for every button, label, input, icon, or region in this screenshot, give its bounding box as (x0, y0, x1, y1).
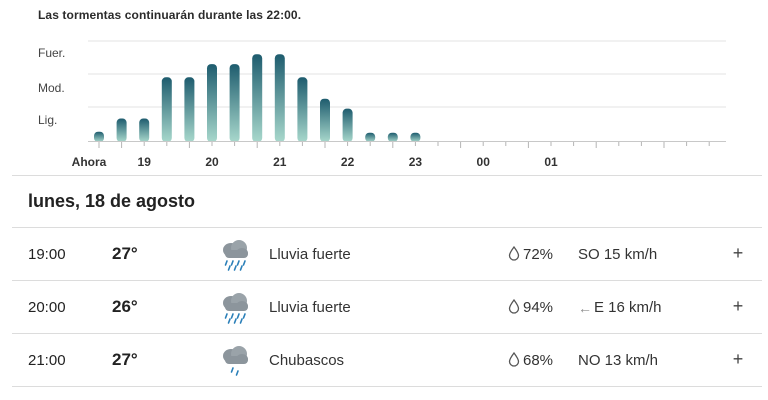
intensity-label: Lig. (38, 113, 57, 127)
wind-direction-arrow-icon: ← (578, 300, 592, 316)
precipitation-probability: 68% (523, 352, 554, 369)
precip-bar (161, 77, 172, 142)
heavy-rain-icon (223, 293, 248, 324)
expand-button[interactable]: + (732, 243, 744, 263)
expand-button[interactable]: + (732, 349, 744, 369)
day-heading: lunes, 18 de agosto (28, 191, 196, 211)
precip-bar (252, 54, 263, 143)
precip-bar (229, 64, 240, 142)
hour-description: Lluvia fuerte (269, 246, 351, 263)
precip-bar (116, 118, 127, 142)
raindrop-icon (508, 299, 520, 314)
hour-temperature: 27° (112, 244, 138, 263)
hour-time: 20:00 (28, 299, 66, 316)
hour-temperature: 26° (112, 297, 138, 316)
wind-info: SO 15 km/h (578, 246, 658, 263)
x-tick-label: Ahora (72, 155, 107, 169)
divider (12, 175, 762, 176)
precip-bar (184, 77, 195, 142)
x-tick-label: 01 (544, 155, 558, 169)
precip-bar (297, 77, 308, 142)
heavy-rain-icon (223, 240, 248, 271)
precip-bar (387, 132, 398, 142)
x-tick-label: 21 (273, 155, 287, 169)
wind-info: NO 13 km/h (578, 352, 659, 369)
precip-bar (139, 118, 150, 142)
hour-row[interactable]: 21:00 27° Chubascos 68% NO 13 km/h + (12, 334, 762, 386)
hour-description: Chubascos (269, 352, 345, 369)
hour-time: 19:00 (28, 246, 66, 263)
x-tick-label: 00 (477, 155, 491, 169)
x-tick-label: 20 (205, 155, 219, 169)
intensity-label: Fuer. (38, 46, 65, 60)
hour-temperature: 27° (112, 350, 138, 369)
wind-info: E 16 km/h (594, 299, 662, 316)
precip-bar (94, 131, 104, 142)
precipitation-probability: 94% (523, 299, 554, 316)
divider (12, 227, 762, 228)
divider (12, 333, 762, 334)
x-tick-label: 23 (409, 155, 423, 169)
intensity-label: Mod. (38, 81, 65, 95)
hour-row[interactable]: 20:00 26° Lluvia fuerte 94% ← E 16 km/h … (12, 281, 762, 333)
raindrop-icon (508, 352, 520, 367)
hour-time: 21:00 (28, 352, 66, 369)
showers-icon (223, 346, 248, 376)
precip-bar (342, 108, 353, 142)
expand-button[interactable]: + (732, 296, 744, 316)
precip-bar (207, 64, 217, 142)
hour-description: Lluvia fuerte (269, 299, 351, 316)
x-tick-label: 22 (341, 155, 355, 169)
hour-row[interactable]: 19:00 27° Lluvia fuerte 72% SO 15 km/h + (12, 228, 762, 280)
precipitation-probability: 72% (523, 246, 554, 263)
precip-bar (410, 132, 421, 142)
precipitation-chart: Lig. Mod. Fuer. Ahora 19 20 21 22 23 00 01 (38, 40, 726, 169)
storm-summary: Las tormentas continuarán durante las 22… (38, 8, 302, 22)
raindrop-icon (508, 246, 520, 261)
x-tick-label: 19 (138, 155, 152, 169)
divider (12, 280, 762, 281)
divider (12, 386, 762, 387)
precip-bar (365, 132, 376, 142)
precip-bar (320, 98, 330, 142)
precip-bar (274, 54, 285, 143)
